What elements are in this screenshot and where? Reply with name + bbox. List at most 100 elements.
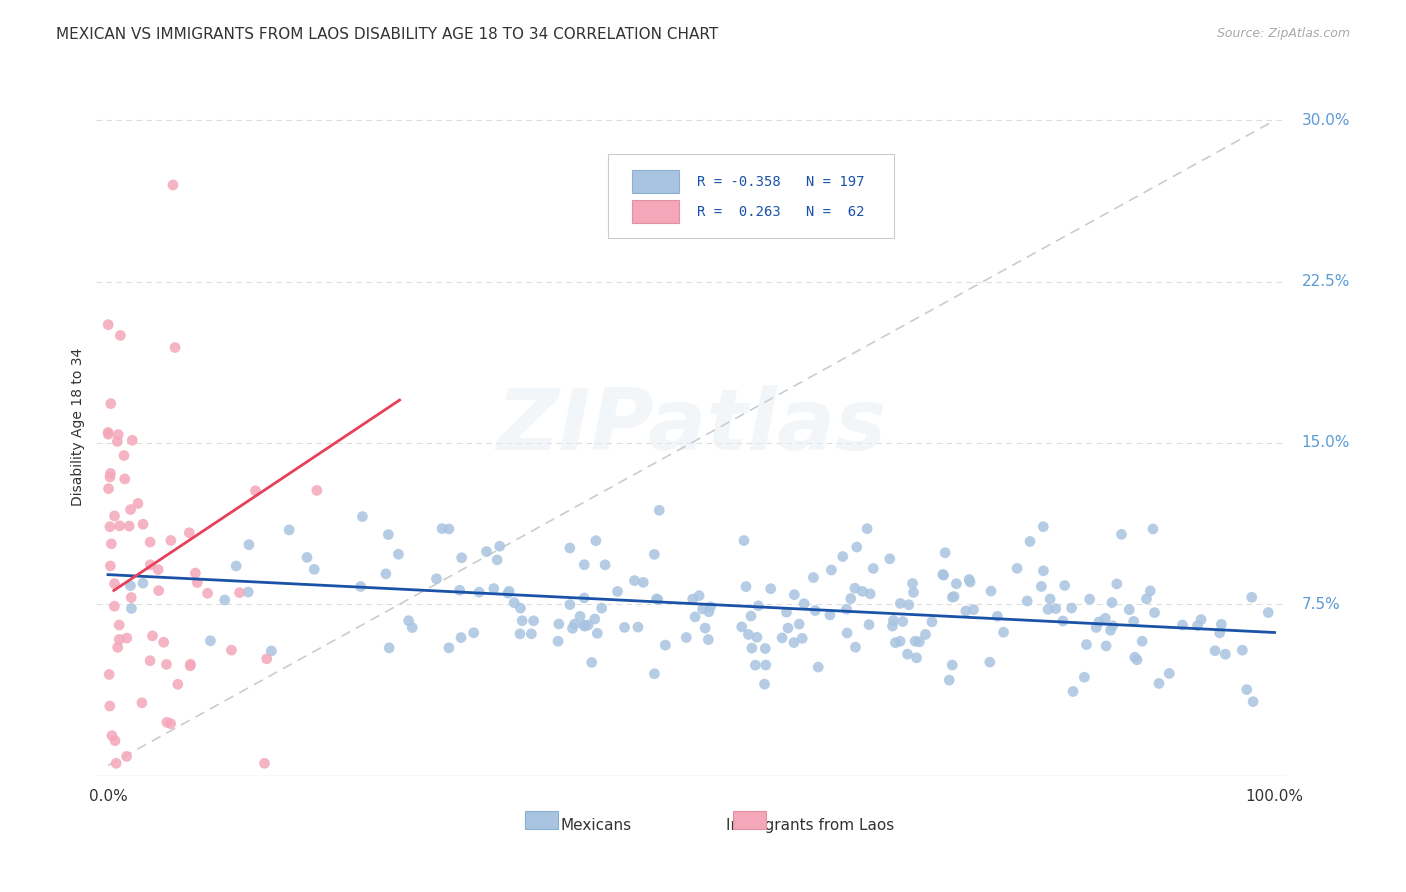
- Point: [1005, 561, 1028, 575]
- Point: [437, 522, 460, 536]
- Point: [108, 632, 131, 647]
- Point: [934, 546, 956, 560]
- Point: [737, 627, 759, 641]
- Point: [253, 756, 276, 771]
- Point: [572, 591, 595, 605]
- Point: [851, 584, 873, 599]
- Point: [184, 566, 207, 580]
- Point: [735, 580, 758, 594]
- Point: [959, 574, 981, 589]
- Point: [162, 178, 184, 192]
- Point: [803, 570, 825, 584]
- Point: [430, 522, 453, 536]
- Point: [302, 562, 325, 576]
- Point: [1232, 643, 1254, 657]
- Point: [108, 518, 131, 533]
- Point: [692, 602, 714, 616]
- Point: [110, 328, 132, 343]
- Point: [654, 638, 676, 652]
- Point: [776, 621, 799, 635]
- Point: [837, 626, 859, 640]
- Point: [1101, 596, 1123, 610]
- Point: [105, 434, 128, 449]
- Point: [152, 635, 174, 649]
- Point: [120, 502, 142, 516]
- Point: [120, 579, 142, 593]
- FancyBboxPatch shape: [631, 170, 679, 193]
- Point: [754, 677, 776, 691]
- Point: [103, 508, 125, 523]
- Point: [1060, 601, 1083, 615]
- Point: [955, 604, 977, 618]
- Point: [148, 583, 170, 598]
- Point: [859, 587, 882, 601]
- Point: [583, 612, 606, 626]
- Point: [97, 482, 120, 496]
- Point: [425, 572, 447, 586]
- Point: [115, 749, 138, 764]
- Point: [98, 699, 121, 714]
- Point: [879, 551, 901, 566]
- Text: 15.0%: 15.0%: [1302, 435, 1350, 450]
- Point: [97, 318, 120, 332]
- Point: [115, 631, 138, 645]
- Point: [606, 584, 628, 599]
- Point: [945, 576, 967, 591]
- Point: [228, 585, 250, 599]
- FancyBboxPatch shape: [733, 811, 766, 829]
- Point: [387, 547, 409, 561]
- Point: [741, 641, 763, 656]
- Point: [1094, 611, 1116, 625]
- Point: [482, 582, 505, 596]
- Point: [256, 652, 278, 666]
- Point: [1204, 644, 1226, 658]
- Point: [139, 654, 162, 668]
- Point: [378, 640, 401, 655]
- Point: [564, 617, 586, 632]
- Point: [238, 538, 260, 552]
- Point: [1062, 684, 1084, 698]
- Point: [166, 677, 188, 691]
- Point: [132, 576, 155, 591]
- Point: [591, 601, 613, 615]
- Point: [858, 617, 880, 632]
- Point: [941, 658, 963, 673]
- Point: [688, 589, 710, 603]
- Point: [139, 535, 162, 549]
- Point: [1208, 625, 1230, 640]
- Point: [1118, 603, 1140, 617]
- Point: [569, 609, 592, 624]
- Point: [558, 541, 581, 555]
- Text: 30.0%: 30.0%: [1302, 113, 1350, 128]
- Point: [98, 667, 121, 681]
- Point: [889, 634, 911, 648]
- Point: [775, 605, 797, 619]
- Point: [683, 610, 706, 624]
- Point: [908, 635, 931, 649]
- Point: [1122, 615, 1144, 629]
- Point: [733, 533, 755, 548]
- Point: [759, 582, 782, 596]
- Point: [156, 715, 179, 730]
- Point: [468, 585, 491, 599]
- Point: [103, 576, 125, 591]
- Point: [350, 579, 373, 593]
- Point: [163, 341, 186, 355]
- Point: [100, 467, 122, 481]
- Point: [186, 575, 208, 590]
- Point: [770, 631, 793, 645]
- Point: [103, 599, 125, 614]
- Point: [127, 496, 149, 510]
- Text: ZIPatlas: ZIPatlas: [496, 385, 886, 468]
- Point: [1135, 591, 1157, 606]
- Point: [141, 629, 163, 643]
- Point: [1101, 619, 1123, 633]
- Point: [139, 558, 162, 572]
- Point: [245, 483, 267, 498]
- FancyBboxPatch shape: [524, 811, 558, 829]
- Point: [547, 634, 569, 648]
- Point: [450, 631, 472, 645]
- Point: [107, 427, 129, 442]
- Point: [747, 599, 769, 613]
- Point: [197, 586, 219, 600]
